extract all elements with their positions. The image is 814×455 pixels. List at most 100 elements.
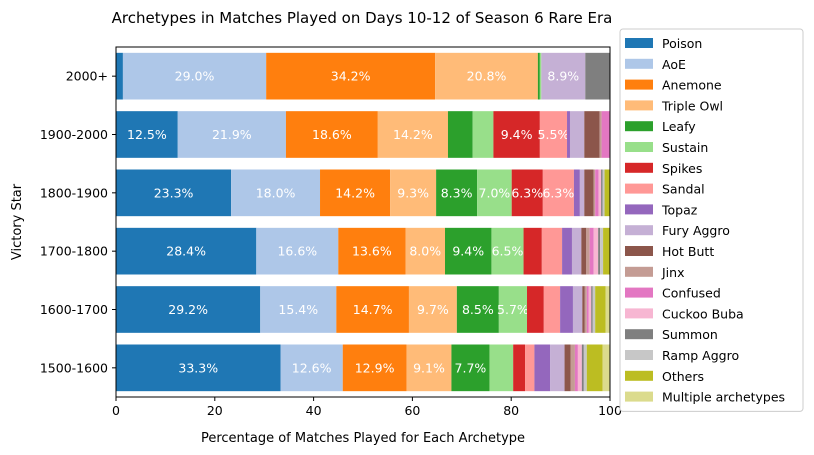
data-label: 8.3% xyxy=(441,185,473,200)
bar-segment xyxy=(571,227,582,275)
bar-segment xyxy=(588,286,592,333)
legend-label: Topaz xyxy=(661,202,698,217)
bar-segment xyxy=(489,344,514,392)
legend-label: AoE xyxy=(662,57,686,72)
data-label: 18.6% xyxy=(312,127,352,142)
data-label: 16.6% xyxy=(277,244,317,259)
legend-swatch xyxy=(625,246,653,256)
legend-swatch xyxy=(625,121,653,132)
data-label: 12.5% xyxy=(127,127,167,142)
x-tick-label: 100 xyxy=(598,403,622,418)
data-label: 14.2% xyxy=(393,127,433,142)
data-label: 9.7% xyxy=(417,302,449,317)
plot-frame xyxy=(115,46,611,398)
bar-segment xyxy=(472,111,494,158)
data-label: 5.7% xyxy=(497,302,529,317)
bar-segment xyxy=(595,169,599,217)
bar-segment xyxy=(586,227,590,275)
x-tick-label: 20 xyxy=(207,403,223,418)
bar-segment xyxy=(592,286,596,333)
y-tick-label: 1700-1800 xyxy=(40,244,108,259)
bar-segment xyxy=(116,286,261,333)
bar-segment xyxy=(436,169,478,217)
bar-segment xyxy=(560,286,573,333)
bar-segment xyxy=(342,344,407,392)
bar-segment xyxy=(177,111,286,158)
y-tick-label: 2000+ xyxy=(66,69,108,84)
legend-swatch xyxy=(625,391,653,402)
bar-segment xyxy=(602,169,605,217)
x-tick-label: 60 xyxy=(404,403,420,418)
bar-segment xyxy=(598,169,602,217)
legend-label: Sandal xyxy=(662,182,705,197)
data-label: 29.2% xyxy=(168,302,208,317)
bar-segment xyxy=(602,344,610,392)
bar-segment xyxy=(601,111,610,158)
bar-segment xyxy=(586,344,603,392)
bar-segment xyxy=(599,111,602,158)
bar-segment xyxy=(582,286,585,333)
bar-segment xyxy=(573,169,580,217)
legend-label: Fury Aggro xyxy=(662,223,730,238)
x-tick-label: 0 xyxy=(112,403,120,418)
legend-label: Leafy xyxy=(662,119,696,134)
bar-segment xyxy=(280,344,343,392)
bar-segment xyxy=(122,52,267,100)
bar-segment xyxy=(377,111,448,158)
bar-segment xyxy=(534,344,551,392)
y-tick-label: 1900-2000 xyxy=(40,127,108,142)
bar-segment xyxy=(477,169,512,217)
bar-segment xyxy=(562,227,572,275)
bar-segment xyxy=(600,227,604,275)
data-label: 8.5% xyxy=(462,302,494,317)
bar-segment xyxy=(408,286,457,333)
data-label: 5.5% xyxy=(538,127,570,142)
legend-label: Ramp Aggro xyxy=(662,348,739,363)
bar-segment xyxy=(511,169,543,217)
bar-segment xyxy=(593,169,596,217)
bar-segment xyxy=(584,111,600,158)
legend-label: Poison xyxy=(662,36,702,51)
legend-swatch xyxy=(625,204,653,215)
y-axis-label: Victory Star xyxy=(10,183,25,260)
data-label: 9.3% xyxy=(397,185,429,200)
legend-swatch xyxy=(625,58,653,69)
legend-label: Hot Butt xyxy=(662,244,714,259)
data-label: 29.0% xyxy=(175,69,215,84)
bar-segment xyxy=(585,52,610,100)
bar-segment xyxy=(116,111,178,158)
bar-segment xyxy=(605,286,610,333)
data-label: 8.9% xyxy=(547,69,579,84)
legend-label: Multiple archetypes xyxy=(662,390,785,405)
bar-segment xyxy=(390,169,437,217)
data-label: 15.4% xyxy=(278,302,318,317)
data-label: 12.6% xyxy=(292,360,332,375)
data-label: 28.4% xyxy=(166,244,206,259)
data-label: 23.3% xyxy=(154,185,194,200)
bar-segment xyxy=(336,286,409,333)
bar-segment xyxy=(593,227,599,275)
legend-swatch xyxy=(625,183,653,194)
bar-segment xyxy=(570,344,575,392)
bar-segment xyxy=(595,286,606,333)
bar-segment xyxy=(406,344,452,392)
bar-segment xyxy=(539,52,542,100)
data-label: 21.9% xyxy=(212,127,252,142)
data-label: 6.5% xyxy=(492,244,524,259)
bar-segment xyxy=(537,52,540,100)
x-tick-label: 40 xyxy=(306,403,322,418)
bar-segment xyxy=(491,227,524,275)
data-label: 20.8% xyxy=(467,69,507,84)
bar-segment xyxy=(579,169,585,217)
bar-segment xyxy=(266,52,436,100)
bar-segment xyxy=(591,286,593,333)
bar-segment xyxy=(567,111,570,158)
legend-swatch xyxy=(625,350,653,360)
legend-swatch xyxy=(625,329,653,340)
data-label: 12.9% xyxy=(355,360,395,375)
bar-segment xyxy=(116,227,257,275)
bar-segment xyxy=(539,111,568,158)
bar-segment xyxy=(320,169,391,217)
legend-frame xyxy=(619,28,804,412)
data-label: 7.0% xyxy=(479,185,511,200)
